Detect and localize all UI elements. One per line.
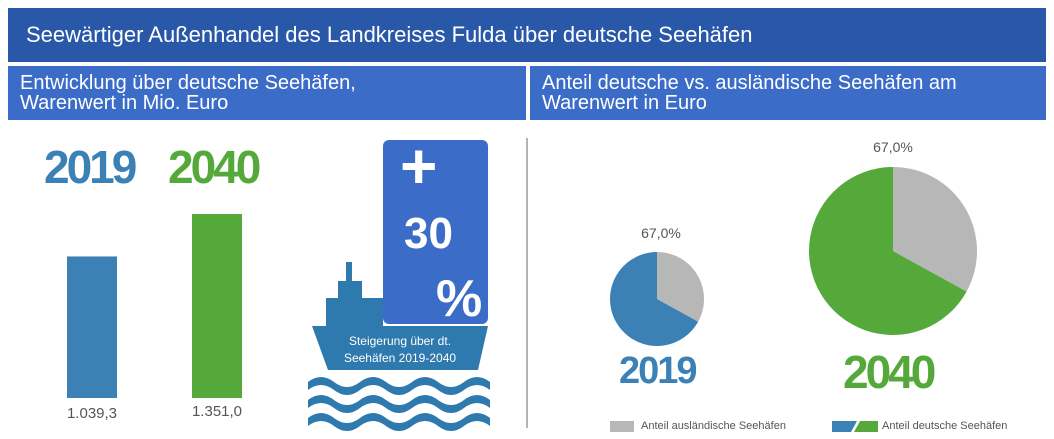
pie-chart-title-line2: Warenwert in Euro	[542, 92, 707, 114]
pie-charts: 67,0% 67,0%	[610, 139, 978, 346]
bar-chart-title-line2: Warenwert in Mio. Euro	[20, 92, 229, 114]
pie-2040-percent-label: 67,0%	[873, 139, 913, 155]
pie-2040-foreign-slice	[893, 167, 978, 292]
year-label-2040: 2040	[168, 141, 261, 193]
legend-german-label: Anteil deutsche Seehäfen	[882, 420, 1008, 432]
bar-chart-title-line1: Entwicklung über deutsche Seehäfen,	[20, 72, 356, 94]
bar-value-2040: 1.351,0	[191, 403, 243, 420]
bar-2019	[67, 256, 117, 398]
pie-2019-percent-label: 67,0%	[641, 225, 681, 241]
ship-caption-line2: Seehäfen 2019-2040	[344, 351, 456, 365]
pie-year-2019: 2019	[619, 350, 698, 392]
bar-chart	[67, 214, 242, 398]
increase-number: 30	[404, 209, 453, 258]
page-title: Seewärtiger Außenhandel des Landkreises …	[8, 8, 1046, 62]
ship-caption-line1: Steigerung über dt.	[349, 334, 451, 348]
bar-value-2019: 1.039,3	[66, 405, 118, 422]
legend-german-swatch-green	[854, 421, 878, 432]
container-box	[383, 140, 488, 324]
legend-foreign-label: Anteil ausländische Seehäfen	[641, 420, 786, 432]
bar-2040	[192, 214, 242, 398]
pie-2019-german-slice	[610, 252, 699, 346]
pie-2040-german-slice	[809, 167, 967, 335]
pie-year-2040: 2040	[843, 346, 936, 398]
year-label-2019: 2019	[44, 141, 137, 193]
ship-infographic: + 30 % Steigerung über dt. Seehäfen 2019…	[308, 138, 490, 431]
pie-chart-title-line1: Anteil deutsche vs. ausländische Seehäfe…	[542, 72, 957, 94]
pie-2019-foreign-slice	[657, 252, 705, 322]
bar-chart-title: Entwicklung über deutsche Seehäfen, Ware…	[8, 66, 526, 120]
panel-divider	[526, 138, 528, 428]
plus-sign: +	[400, 138, 437, 202]
legend-foreign-swatch	[610, 421, 634, 432]
pie-chart-title: Anteil deutsche vs. ausländische Seehäfe…	[530, 66, 1046, 120]
legend	[610, 421, 878, 432]
legend-german-swatch-blue	[832, 421, 857, 432]
ship-icon	[308, 262, 490, 431]
increase-percent: %	[436, 270, 482, 328]
